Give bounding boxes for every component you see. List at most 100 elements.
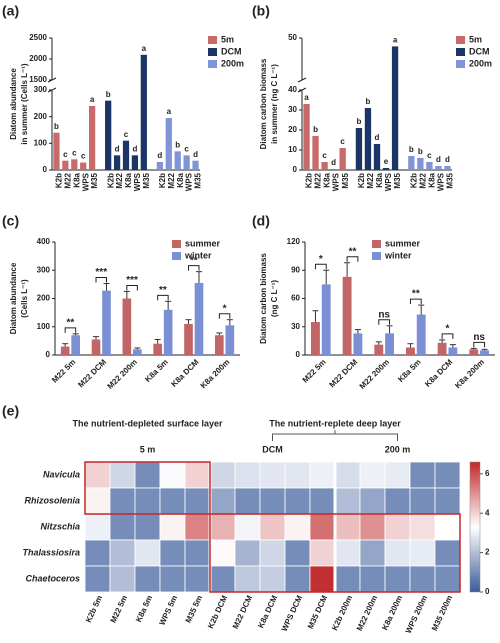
column-label: M22 5m: [109, 594, 130, 624]
error-bar: [226, 319, 233, 326]
heatmap-cell: [284, 513, 311, 541]
error-bar: [123, 290, 130, 299]
heatmap-cell: [359, 565, 386, 593]
bar-letter: c: [81, 152, 86, 161]
legend-swatch: [372, 240, 381, 248]
bar: [163, 309, 173, 355]
y-tick-label: 50: [288, 33, 297, 42]
significance-label: ns: [378, 309, 390, 320]
error-bar: [134, 347, 141, 350]
y-tick-label: 0: [43, 165, 48, 174]
legend-label: 5m: [221, 34, 234, 44]
y-axis-label: (Cells L⁻¹): [20, 279, 29, 318]
x-tick-label: K8a 5m: [396, 358, 422, 384]
column-label: WPS 200m: [404, 594, 429, 635]
significance-bracket: [473, 341, 486, 348]
bar: [373, 144, 381, 170]
bar-letter: b: [418, 147, 423, 156]
significance-label: **: [190, 255, 198, 266]
bar: [303, 104, 310, 170]
x-tick-label: M35: [341, 172, 350, 188]
heatmap-cell: [109, 513, 136, 541]
x-tick-label: K2b: [409, 173, 418, 188]
x-tick-label: M35: [194, 172, 203, 188]
x-tick-label: K2b: [106, 173, 115, 188]
group-label: 5 m: [140, 444, 156, 454]
legend-swatch: [456, 48, 465, 56]
y-tick-label: 30: [288, 105, 297, 114]
x-tick-label: K8a DCM: [169, 357, 200, 388]
bar-letter: d: [331, 158, 336, 167]
bar: [480, 350, 489, 355]
bar-letter: b: [366, 97, 371, 106]
bar-letter: c: [124, 130, 129, 139]
y-tick-label: 0: [296, 350, 301, 359]
bar: [391, 46, 399, 170]
colorbar-tick-label: 4: [485, 508, 490, 517]
x-tick-label: M35: [142, 172, 151, 188]
heatmap-cell: [309, 513, 336, 541]
column-label: K8a 5m: [134, 594, 154, 624]
heatmap-cell: [84, 461, 111, 489]
y-tick-label: 0: [293, 165, 298, 174]
bar: [131, 155, 139, 170]
bar-letter: c: [340, 137, 345, 146]
significance-label: ***: [126, 275, 138, 286]
significance-bracket: [314, 263, 327, 270]
x-tick-label: K2b: [158, 173, 167, 188]
y-axis-label: Diatom carbon biomass: [259, 58, 268, 149]
y-tick-label: 200: [37, 294, 51, 303]
error-bar: [470, 347, 477, 350]
significance-label: ns: [473, 332, 485, 343]
highlight-box: [209, 513, 461, 593]
legend-label: 5m: [469, 34, 482, 44]
bar: [215, 335, 224, 355]
y-tick-label: 300: [37, 265, 51, 274]
legend-label: winter: [384, 250, 412, 260]
y-tick-label: 400: [37, 237, 51, 246]
bar-letter: b: [106, 90, 111, 99]
error-bar: [154, 338, 161, 344]
x-tick-label: WPS: [437, 172, 446, 191]
significance-bracket: [409, 298, 422, 305]
legend-swatch: [456, 60, 465, 68]
bar: [225, 325, 235, 355]
heatmap-cell: [359, 487, 386, 515]
bar: [437, 342, 447, 355]
y-axis-label: Diatom abundance: [9, 262, 18, 334]
x-tick-label: M35: [393, 172, 402, 188]
bar: [339, 148, 346, 170]
heatmap-cell: [409, 461, 436, 489]
bar: [364, 108, 372, 170]
bar: [53, 132, 60, 170]
heatmap-cell: [84, 487, 111, 515]
bar: [426, 162, 433, 170]
bar-letter: d: [115, 144, 120, 153]
bar: [444, 166, 451, 170]
error-bar: [72, 333, 79, 336]
column-label: M22 DCM: [231, 594, 255, 631]
heatmap-cell: [384, 461, 411, 489]
column-label: WPS 5m: [158, 594, 180, 627]
heatmap-cell: [84, 565, 111, 593]
bar: [91, 339, 101, 355]
legend-swatch: [172, 240, 181, 248]
bar: [153, 343, 162, 355]
heatmap-cell: [334, 513, 361, 541]
bar-letter: a: [304, 93, 309, 102]
error-bar: [407, 343, 414, 348]
x-tick-label: WPS: [185, 172, 194, 191]
row-label: Nitzschia: [40, 521, 80, 531]
y-tick-label: 200: [34, 112, 48, 121]
highlight-box: [84, 461, 211, 515]
heatmap-cell: [259, 565, 286, 593]
bar-letter: b: [175, 140, 180, 149]
heatmap-cell: [159, 513, 186, 541]
bar-letter: e: [384, 157, 389, 166]
heatmap-cell: [109, 565, 136, 593]
bar-letter: d: [436, 155, 441, 164]
legend-label: DCM: [221, 46, 242, 56]
bar-letter: a: [393, 36, 398, 45]
x-tick-label: K8a: [72, 172, 81, 187]
